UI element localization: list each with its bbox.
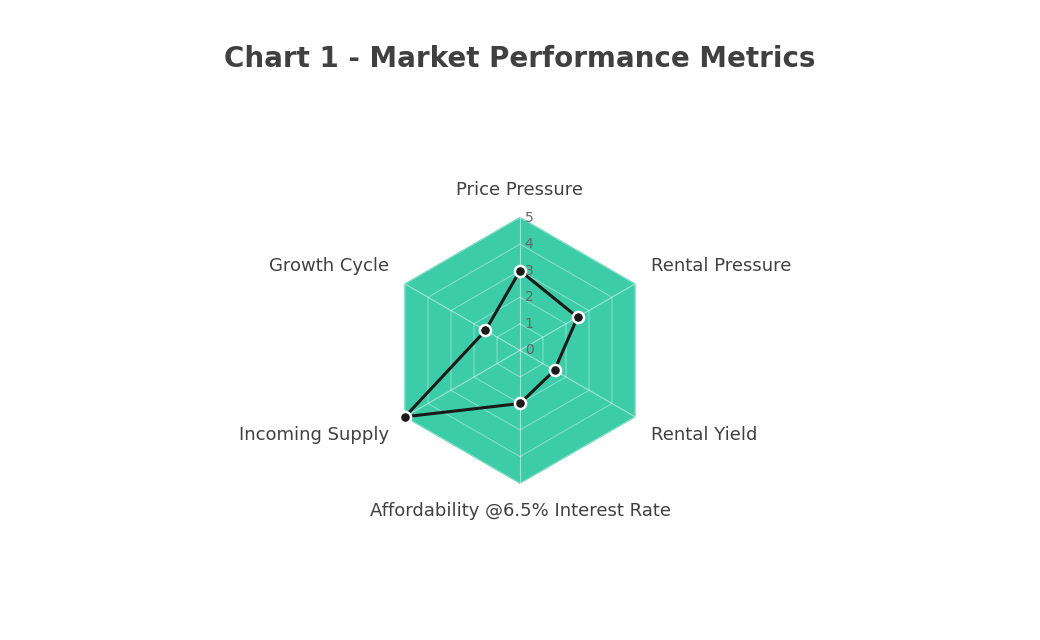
- Text: Affordability @6.5% Interest Rate: Affordability @6.5% Interest Rate: [369, 502, 671, 520]
- Text: 5: 5: [525, 211, 534, 225]
- Text: Rental Yield: Rental Yield: [651, 426, 757, 444]
- Polygon shape: [405, 218, 635, 483]
- Text: Chart 1 - Market Performance Metrics: Chart 1 - Market Performance Metrics: [225, 45, 815, 73]
- Text: 0: 0: [525, 344, 534, 357]
- Polygon shape: [497, 324, 543, 377]
- Text: Rental Pressure: Rental Pressure: [651, 257, 791, 275]
- Text: 4: 4: [525, 237, 534, 251]
- Text: Growth Cycle: Growth Cycle: [268, 257, 389, 275]
- Text: 3: 3: [525, 264, 534, 278]
- Polygon shape: [428, 244, 612, 456]
- Text: 2: 2: [525, 291, 534, 304]
- Polygon shape: [474, 297, 566, 403]
- Polygon shape: [451, 271, 589, 430]
- Text: 1: 1: [525, 317, 534, 331]
- Text: Incoming Supply: Incoming Supply: [239, 426, 389, 444]
- Text: Price Pressure: Price Pressure: [457, 181, 583, 199]
